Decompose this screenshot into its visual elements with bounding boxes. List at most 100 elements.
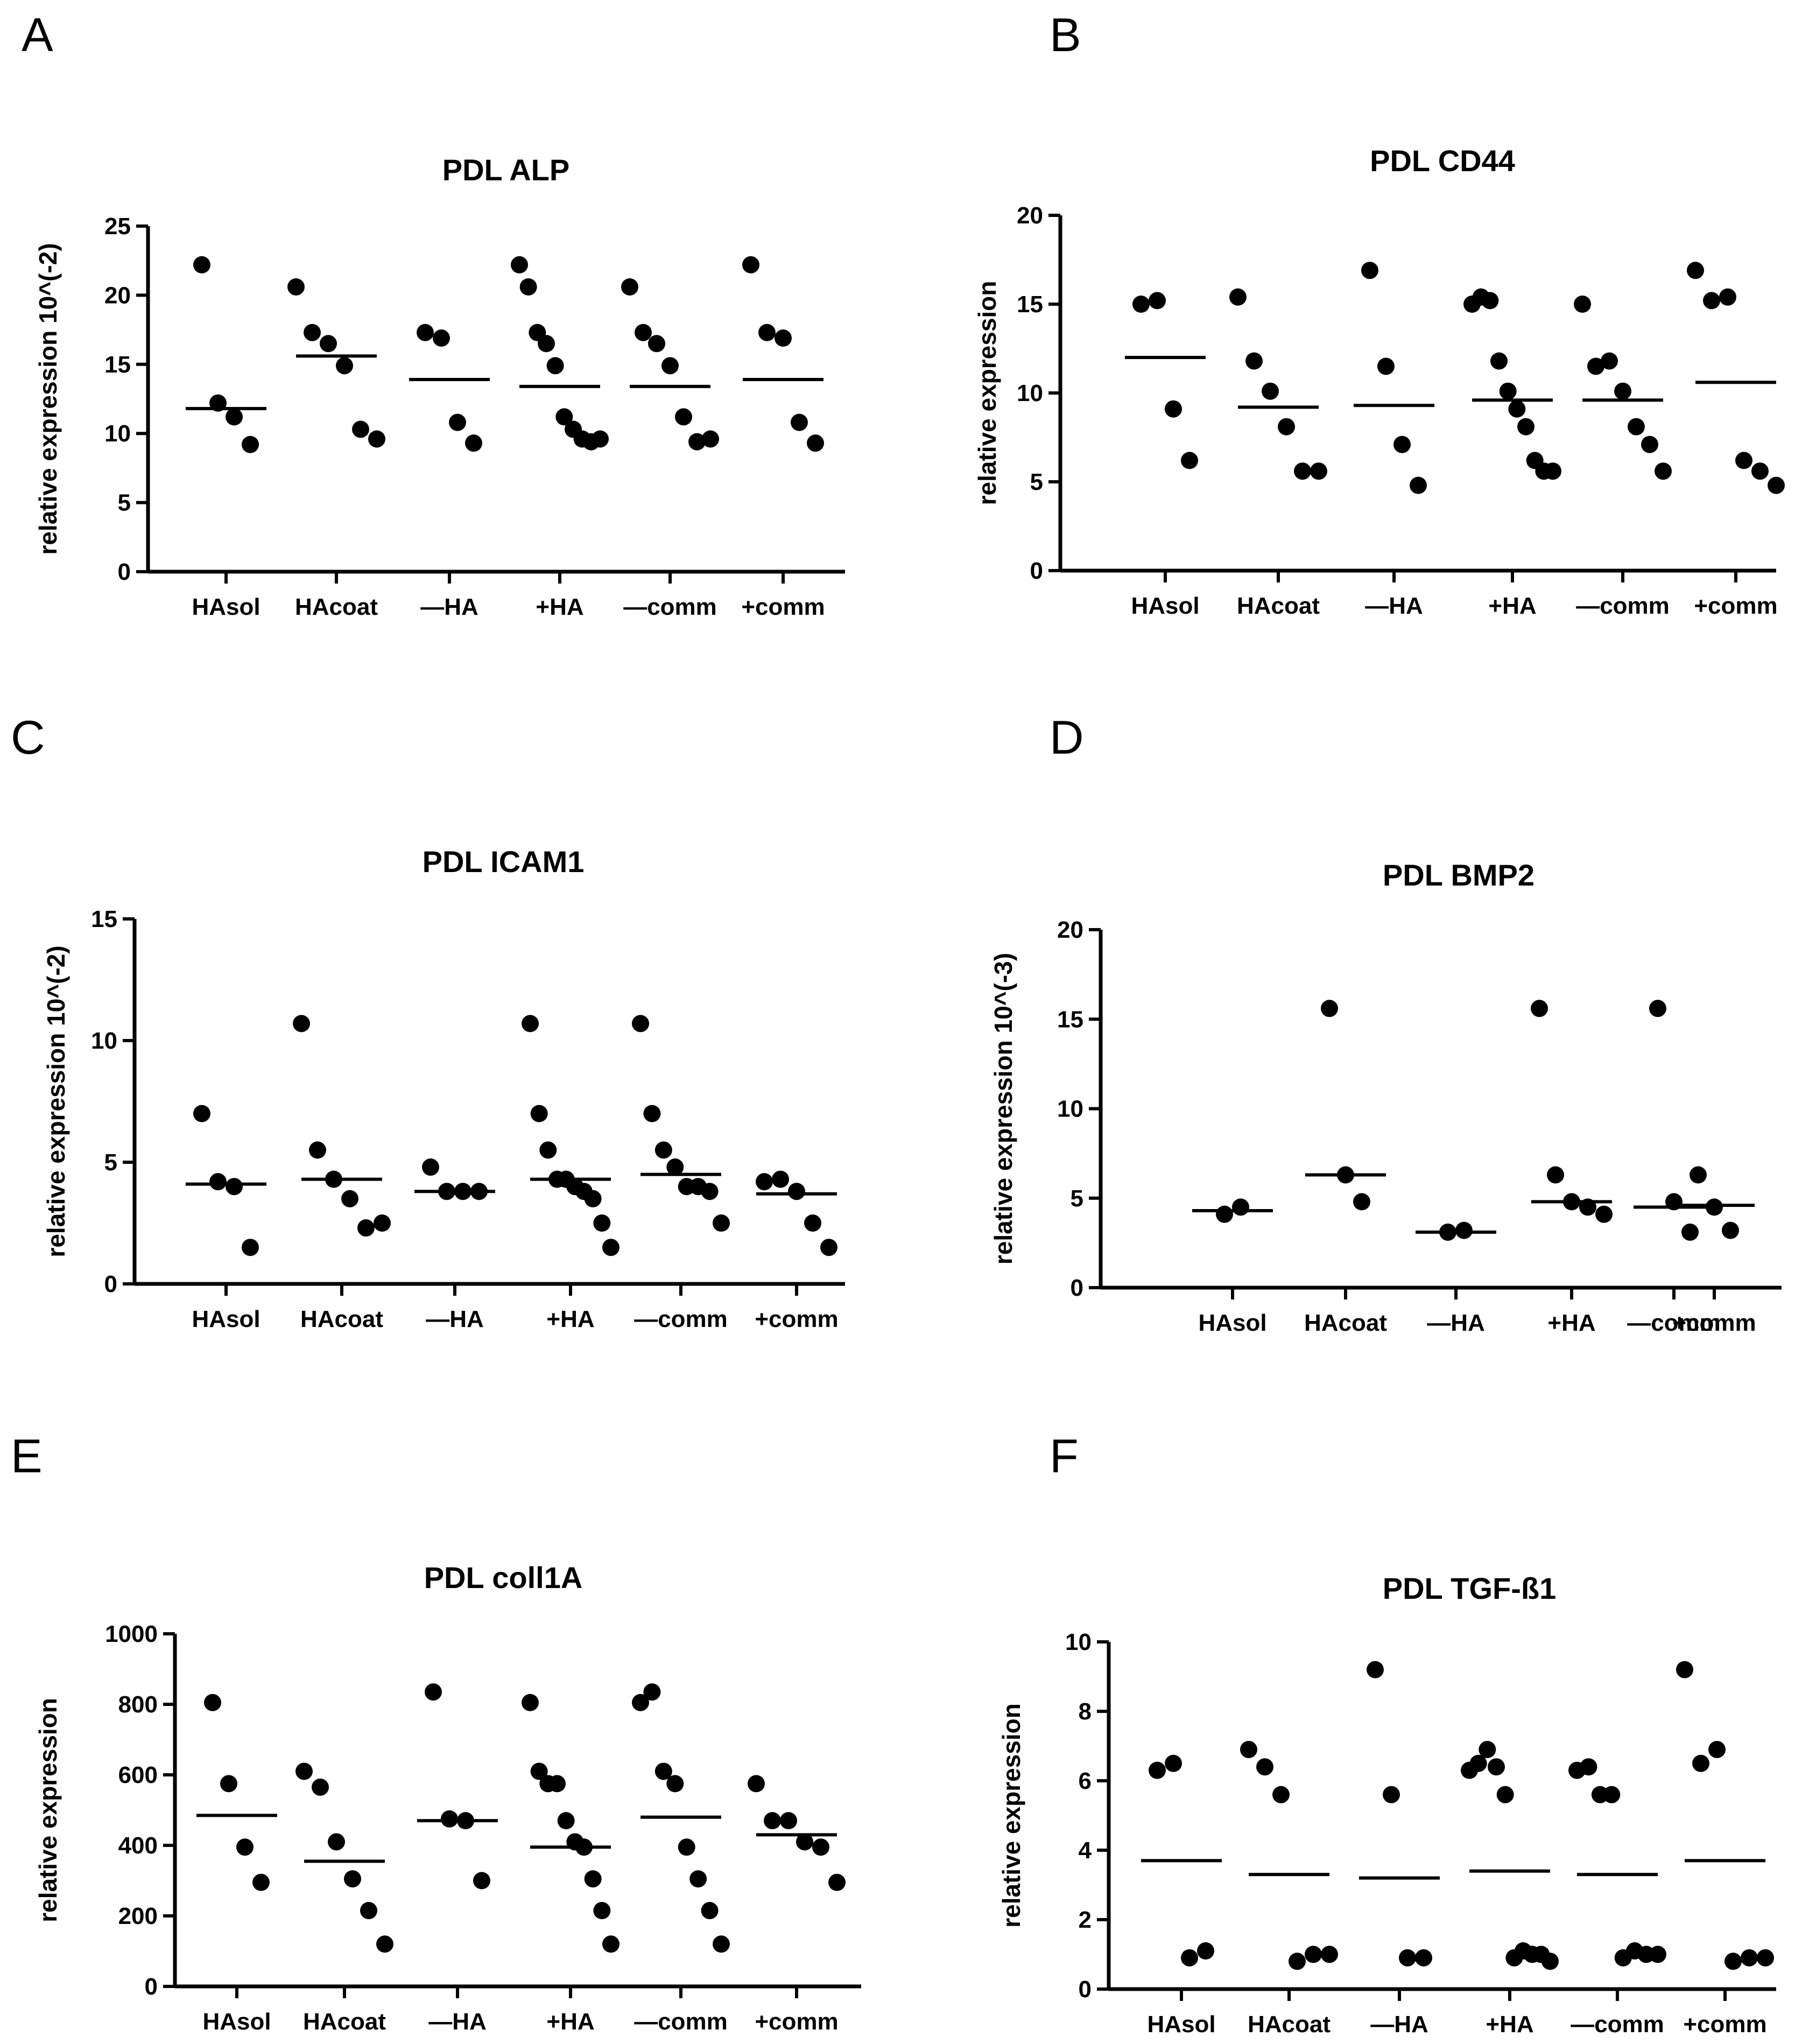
data-point xyxy=(309,1141,326,1159)
x-tick-label: HAcoat xyxy=(303,2008,386,2035)
chart-title: PDL BMP2 xyxy=(1383,858,1535,892)
y-tick-label: 15 xyxy=(91,906,117,932)
x-tick-label: —comm xyxy=(1576,593,1670,619)
data-point xyxy=(701,1902,719,1920)
data-point xyxy=(1547,1166,1564,1184)
data-point xyxy=(1614,382,1631,400)
y-tick-label: 10 xyxy=(1017,380,1043,406)
data-point xyxy=(666,1158,684,1176)
y-tick-label: 4 xyxy=(1079,1837,1092,1864)
data-point xyxy=(1751,462,1769,480)
data-point xyxy=(522,1694,539,1711)
data-point xyxy=(1601,352,1618,370)
y-tick-label: 5 xyxy=(104,1149,117,1176)
data-point xyxy=(1681,1223,1699,1241)
chart-title: PDL coll1A xyxy=(424,1561,583,1595)
data-point xyxy=(1455,1221,1473,1239)
panel-letter: B xyxy=(1050,8,1081,61)
data-point xyxy=(557,1812,575,1830)
data-point xyxy=(1692,1754,1709,1772)
data-point xyxy=(1415,1949,1432,1966)
data-point xyxy=(1310,462,1327,480)
y-tick-label: 0 xyxy=(1071,1275,1083,1301)
data-point xyxy=(1479,1740,1496,1758)
x-tick-label: —comm xyxy=(1627,1310,1721,1336)
y-tick-label: 10 xyxy=(1057,1096,1083,1122)
data-point xyxy=(1321,1945,1338,1963)
data-point xyxy=(1595,1205,1613,1223)
x-tick-label: HAsol xyxy=(192,594,260,620)
data-point xyxy=(1410,476,1427,494)
data-point xyxy=(1353,1193,1370,1211)
data-point xyxy=(643,1105,661,1122)
data-point xyxy=(1741,1949,1758,1966)
data-point xyxy=(304,324,321,341)
data-point xyxy=(648,335,665,353)
data-point xyxy=(713,1214,730,1232)
data-point xyxy=(632,1694,649,1711)
data-point xyxy=(807,434,824,452)
x-tick-label: —HA xyxy=(1365,593,1423,619)
data-point xyxy=(772,1170,789,1188)
data-point xyxy=(701,1183,719,1200)
data-point xyxy=(236,1838,254,1856)
data-point xyxy=(1641,436,1658,453)
y-axis-label: relative expression 10^(-3) xyxy=(989,953,1017,1265)
data-point xyxy=(788,1183,805,1200)
data-point xyxy=(1687,262,1704,279)
data-point xyxy=(1294,462,1311,480)
y-tick-label: 1000 xyxy=(105,1621,158,1647)
x-tick-label: —HA xyxy=(1370,2011,1428,2038)
data-point xyxy=(828,1873,846,1891)
data-point xyxy=(1278,418,1295,436)
data-point xyxy=(632,1015,649,1032)
data-point xyxy=(1232,1198,1249,1216)
data-point xyxy=(654,1141,672,1159)
data-point xyxy=(1735,452,1752,469)
data-point xyxy=(1706,1198,1723,1216)
data-point xyxy=(449,413,466,431)
data-point xyxy=(1722,1221,1739,1239)
data-point xyxy=(742,256,759,273)
y-tick-label: 0 xyxy=(1030,558,1043,584)
data-point xyxy=(530,1762,548,1780)
data-point xyxy=(661,357,679,375)
data-point xyxy=(1240,1740,1257,1758)
data-point xyxy=(473,1872,490,1890)
panel-letter: E xyxy=(11,1429,43,1483)
data-point xyxy=(635,324,652,341)
data-point xyxy=(654,1762,672,1780)
data-point xyxy=(812,1838,829,1856)
data-point xyxy=(209,1173,227,1191)
data-point xyxy=(1690,1166,1707,1184)
data-point xyxy=(1165,1754,1182,1772)
data-point xyxy=(593,1902,611,1920)
data-point xyxy=(1603,1786,1621,1803)
y-tick-label: 0 xyxy=(118,559,131,585)
data-point xyxy=(1544,462,1561,480)
data-point xyxy=(374,1214,391,1232)
data-point xyxy=(328,1833,345,1851)
data-point xyxy=(1321,1000,1338,1017)
data-point xyxy=(713,1935,730,1953)
data-point xyxy=(193,1105,210,1122)
chart-title: PDL CD44 xyxy=(1370,144,1515,178)
y-tick-label: 0 xyxy=(145,1973,158,2000)
x-tick-label: —comm xyxy=(634,2008,728,2035)
data-point xyxy=(602,1935,620,1953)
panel-letter: A xyxy=(22,8,53,61)
y-tick-label: 5 xyxy=(1071,1185,1083,1212)
data-point xyxy=(344,1870,361,1888)
data-point xyxy=(1508,400,1526,418)
data-point xyxy=(538,335,555,353)
data-point xyxy=(1377,357,1395,375)
y-tick-label: 10 xyxy=(104,420,131,447)
data-point xyxy=(1574,296,1591,313)
data-point xyxy=(1531,1000,1548,1017)
panel-letter: C xyxy=(11,711,45,764)
x-tick-label: HAcoat xyxy=(1248,2011,1331,2038)
data-point xyxy=(666,1775,684,1793)
y-tick-label: 25 xyxy=(104,213,131,240)
data-point xyxy=(226,408,243,426)
